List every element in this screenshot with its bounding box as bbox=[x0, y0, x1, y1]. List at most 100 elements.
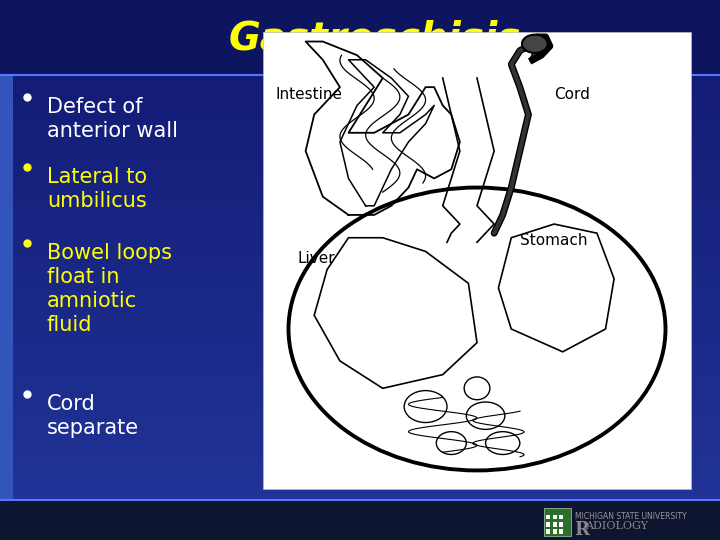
Bar bbox=[0, 319, 720, 320]
Bar bbox=[0, 326, 720, 328]
Bar bbox=[0, 420, 720, 421]
Bar bbox=[0, 193, 720, 194]
Bar bbox=[0, 69, 720, 70]
Bar bbox=[0, 85, 720, 86]
Bar bbox=[0, 301, 720, 302]
Bar bbox=[0, 428, 720, 430]
Text: R: R bbox=[575, 521, 590, 538]
Bar bbox=[0, 171, 720, 173]
Bar bbox=[0, 211, 720, 212]
Bar bbox=[0, 54, 720, 56]
Bar bbox=[0, 355, 720, 356]
Bar bbox=[0, 367, 720, 369]
Bar bbox=[0, 248, 720, 250]
Bar bbox=[0, 450, 720, 452]
Bar bbox=[0, 533, 720, 535]
Ellipse shape bbox=[522, 35, 548, 53]
Bar bbox=[0, 18, 720, 20]
Bar bbox=[0, 174, 720, 177]
Bar bbox=[0, 362, 720, 363]
Bar bbox=[0, 470, 720, 471]
Polygon shape bbox=[498, 224, 614, 352]
Bar bbox=[0, 90, 720, 92]
Bar bbox=[0, 518, 720, 520]
Bar bbox=[0, 495, 720, 497]
Bar bbox=[0, 124, 720, 126]
Bar bbox=[0, 403, 720, 405]
Bar bbox=[0, 204, 720, 205]
Bar bbox=[0, 4, 720, 5]
Bar bbox=[0, 398, 720, 400]
Text: Gastroschisis: Gastroschisis bbox=[228, 20, 521, 58]
Bar bbox=[0, 481, 720, 482]
Bar bbox=[0, 158, 720, 160]
Bar bbox=[0, 167, 720, 169]
Bar bbox=[0, 201, 720, 204]
Bar bbox=[0, 299, 720, 301]
Bar bbox=[0, 382, 720, 383]
Bar bbox=[0, 390, 720, 393]
Bar bbox=[0, 142, 720, 144]
Bar bbox=[559, 529, 563, 534]
Bar bbox=[0, 255, 720, 258]
Bar bbox=[0, 315, 720, 317]
Ellipse shape bbox=[289, 187, 665, 470]
Bar bbox=[0, 123, 720, 124]
Bar bbox=[0, 115, 720, 117]
Bar bbox=[0, 509, 720, 511]
Bar bbox=[0, 308, 720, 309]
Bar bbox=[0, 342, 720, 344]
Bar bbox=[0, 430, 720, 432]
Bar bbox=[0, 65, 720, 66]
Bar bbox=[0, 205, 720, 207]
Bar bbox=[0, 144, 720, 146]
Bar bbox=[0, 292, 720, 293]
Bar bbox=[0, 385, 720, 387]
Bar bbox=[0, 500, 720, 540]
Bar bbox=[0, 207, 720, 209]
Bar bbox=[0, 15, 720, 16]
Bar bbox=[0, 38, 720, 39]
Bar bbox=[0, 479, 720, 481]
Bar bbox=[0, 443, 720, 444]
Bar bbox=[0, 112, 720, 113]
Bar bbox=[0, 27, 720, 29]
Text: MICHIGAN STATE UNIVERSITY: MICHIGAN STATE UNIVERSITY bbox=[575, 512, 686, 521]
Bar bbox=[0, 83, 720, 85]
Bar bbox=[0, 234, 720, 236]
Bar bbox=[0, 439, 720, 441]
Bar bbox=[0, 387, 720, 389]
Bar bbox=[0, 306, 720, 308]
Bar bbox=[0, 250, 720, 252]
Bar bbox=[0, 20, 720, 22]
Bar bbox=[553, 515, 557, 519]
Bar bbox=[0, 531, 720, 533]
Bar bbox=[0, 538, 720, 540]
Bar bbox=[0, 313, 720, 315]
Bar bbox=[0, 7, 720, 9]
Bar bbox=[0, 416, 720, 417]
Bar bbox=[0, 340, 720, 342]
Bar bbox=[0, 101, 720, 103]
Bar bbox=[0, 59, 720, 61]
Bar bbox=[0, 423, 720, 425]
Bar bbox=[0, 444, 720, 447]
Bar bbox=[0, 302, 720, 304]
Bar bbox=[0, 288, 720, 290]
Bar bbox=[0, 49, 720, 50]
Text: Cord
separate: Cord separate bbox=[47, 394, 139, 438]
Bar bbox=[0, 155, 720, 157]
Bar bbox=[0, 383, 720, 385]
Bar bbox=[0, 225, 720, 227]
Bar bbox=[0, 74, 720, 76]
Bar bbox=[0, 328, 720, 329]
Bar bbox=[0, 270, 720, 272]
Bar bbox=[0, 150, 720, 151]
Bar bbox=[0, 79, 720, 81]
Bar bbox=[0, 200, 720, 201]
Bar bbox=[0, 81, 720, 83]
Bar bbox=[0, 151, 720, 153]
Bar bbox=[0, 239, 720, 241]
Bar bbox=[0, 130, 720, 131]
Bar bbox=[0, 245, 720, 247]
